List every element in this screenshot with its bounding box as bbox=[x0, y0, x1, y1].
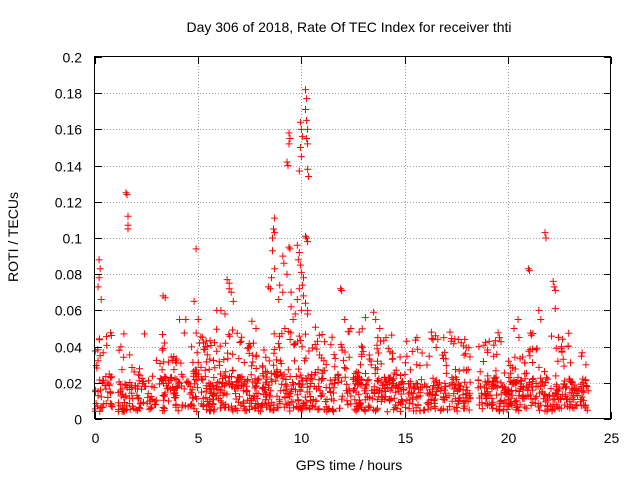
plot-frame bbox=[94, 56, 611, 419]
x-tick-label: 0 bbox=[92, 430, 100, 446]
y-tick-label: 0.12 bbox=[55, 195, 82, 211]
x-axis-label: GPS time / hours bbox=[296, 457, 403, 473]
axis-layer: 0 0.02 0.04 0.06 0.08 0.1 0.12 0.14 0.16 0.18 0.2 0… bbox=[55, 50, 620, 447]
y-tick-label: 0.18 bbox=[55, 86, 82, 102]
x-tick-label: 20 bbox=[501, 430, 517, 446]
chart-title: Day 306 of 2018, Rate Of TEC Index for r… bbox=[186, 19, 511, 35]
x-tick-label: 10 bbox=[294, 430, 310, 446]
roti-series-points bbox=[91, 86, 592, 416]
grid-layer bbox=[95, 57, 611, 419]
x-tick-label: 15 bbox=[398, 430, 414, 446]
y-tick-label: 0.14 bbox=[55, 159, 82, 175]
points-layer bbox=[91, 86, 592, 416]
y-tick-label: 0.06 bbox=[55, 303, 82, 319]
y-tick-label: 0.04 bbox=[55, 340, 82, 356]
y-tick-label: 0.2 bbox=[63, 50, 83, 66]
x-tick-label: 25 bbox=[604, 430, 620, 446]
y-tick-label: 0.02 bbox=[55, 376, 82, 392]
x-tick-label: 5 bbox=[195, 430, 203, 446]
y-tick-label: 0.1 bbox=[63, 231, 83, 247]
y-tick-label: 0.16 bbox=[55, 122, 82, 138]
y-tick-label: 0 bbox=[74, 412, 82, 428]
y-axis-label: ROTI / TECUs bbox=[5, 192, 21, 282]
y-tick-label: 0.08 bbox=[55, 267, 82, 283]
